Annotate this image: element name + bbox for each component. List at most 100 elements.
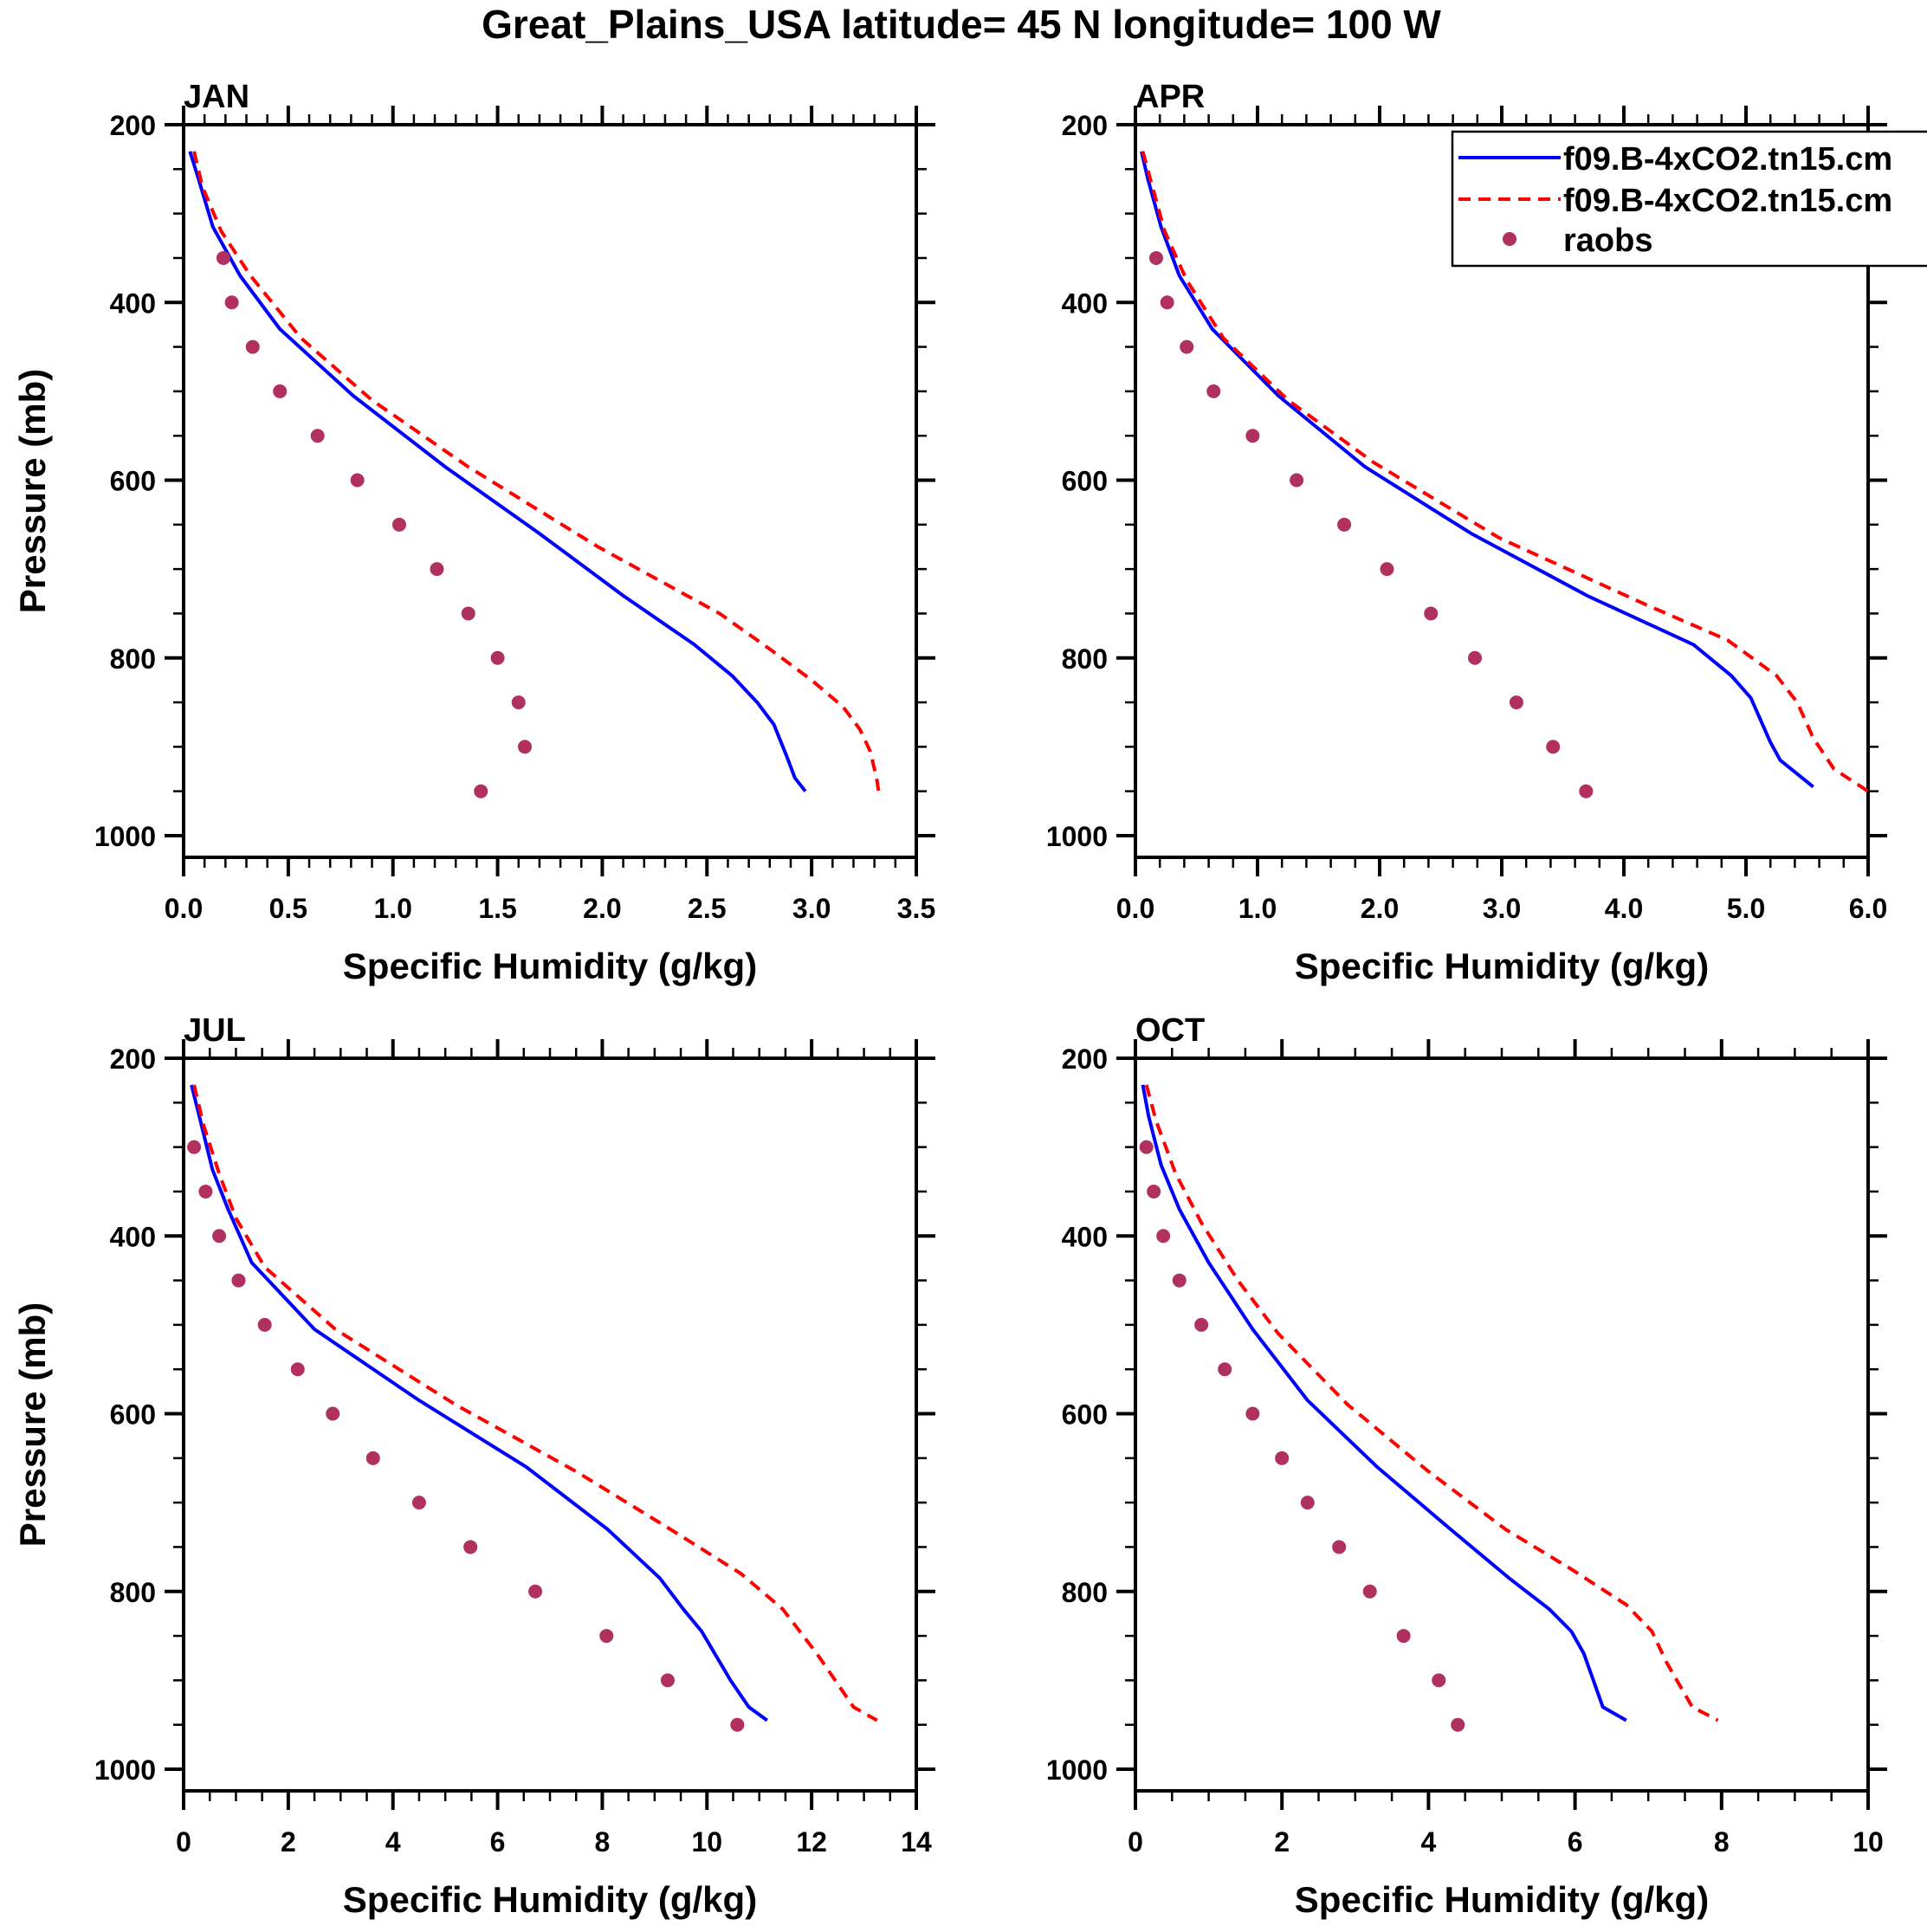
x-tick-label: 2 [1274, 1826, 1290, 1858]
raobs-point [660, 1673, 675, 1688]
series-line-solid [190, 1084, 768, 1722]
y-tick-label: 1000 [94, 821, 156, 852]
y-tick-label: 600 [110, 466, 156, 497]
panel-apr: APR 0.0 1.0 2.0 3.0 4.0 5.0 6.0 200 400 600 800 1000… [1046, 79, 1887, 986]
raobs-point [1156, 1229, 1171, 1244]
raobs-point [517, 740, 532, 754]
raobs-point [1332, 1540, 1347, 1554]
y-tick-label: 600 [110, 1399, 156, 1431]
x-tick-label: 6 [490, 1826, 506, 1858]
x-tick-label: 10 [1853, 1826, 1884, 1858]
y-tick-label: 600 [1062, 1399, 1108, 1431]
x-tick-label: 1.0 [1238, 893, 1277, 924]
raobs-point [1451, 1717, 1465, 1732]
raobs-point [187, 1140, 202, 1154]
legend-label-dashed: f09.B-4xCO2.tn15.cm [1563, 183, 1892, 219]
series-line-solid [1141, 1084, 1627, 1722]
x-tick-label: 10 [691, 1826, 722, 1858]
raobs-point [1380, 562, 1394, 577]
x-tick-label: 2.5 [688, 893, 726, 924]
raobs-point [198, 1184, 213, 1199]
x-tick-label: 6.0 [1849, 893, 1887, 924]
y-tick-label: 1000 [1046, 1754, 1108, 1786]
y-tick-label: 200 [110, 1044, 156, 1075]
x-tick-label: 8 [1714, 1826, 1730, 1858]
raobs-point [350, 473, 365, 488]
x-tick-label: 4 [1421, 1826, 1437, 1858]
raobs-point [326, 1406, 340, 1421]
raobs-point [245, 339, 260, 354]
raobs-point [231, 1273, 246, 1288]
raobs-point [474, 784, 488, 798]
series-line-dashed [1141, 151, 1868, 793]
raobs-point [365, 1451, 380, 1465]
x-tick-label: 6 [1568, 1826, 1583, 1858]
series-line-dashed [1144, 1084, 1719, 1722]
raobs-point [1206, 384, 1221, 398]
y-tick-label: 600 [1062, 466, 1108, 497]
raobs-point [1337, 517, 1352, 532]
x-tick-label: 2.0 [583, 893, 621, 924]
raobs-point [1300, 1496, 1315, 1510]
raobs-point [1424, 606, 1439, 621]
x-axis-label: Specific Humidity (g/kg) [1295, 1879, 1709, 1920]
x-tick-label: 0.0 [165, 893, 203, 924]
raobs-point [1139, 1140, 1154, 1154]
y-axis-label: Pressure (mb) [12, 1302, 53, 1547]
plot-area [1139, 1084, 1719, 1732]
y-tick-label: 200 [110, 110, 156, 141]
figure-title: Great_Plains_USA latitude= 45 N longitud… [482, 2, 1441, 47]
panel-oct: OCT 0 2 4 6 8 10 200 400 600 800 1000 Specific Humid… [1046, 1012, 1887, 1920]
raobs-point [273, 384, 288, 398]
y-tick-label: 400 [1062, 1221, 1108, 1252]
series-line-dashed [192, 151, 881, 792]
raobs-point [1160, 295, 1174, 310]
raobs-point [216, 250, 230, 265]
raobs-point [1432, 1673, 1446, 1688]
raobs-point [1290, 473, 1304, 488]
legend-swatch-marker [1503, 232, 1516, 246]
x-tick-label: 3.0 [792, 893, 831, 924]
x-axis-label: Specific Humidity (g/kg) [343, 1879, 757, 1920]
raobs-point [1546, 740, 1561, 754]
raobs-point [461, 606, 475, 621]
panel-title: OCT [1135, 1012, 1205, 1049]
raobs-point [528, 1584, 543, 1599]
y-tick-label: 800 [1062, 1577, 1108, 1608]
x-tick-label: 4 [385, 1826, 401, 1858]
panel-jan: JAN 0.0 0.5 1.0 1.5 2.0 2.5 3.0 3.5 200 400 600 800 1… [12, 79, 935, 986]
x-tick-label: 14 [901, 1826, 932, 1858]
x-tick-label: 1.5 [478, 893, 516, 924]
y-tick-label: 400 [1062, 288, 1108, 319]
raobs-point [599, 1629, 614, 1644]
raobs-point [1194, 1317, 1209, 1332]
raobs-point [490, 650, 505, 665]
raobs-point [290, 1362, 305, 1377]
raobs-point [430, 562, 444, 577]
raobs-point [730, 1717, 745, 1732]
x-tick-label: 0.0 [1116, 893, 1154, 924]
raobs-point [1396, 1629, 1411, 1644]
y-tick-label: 800 [110, 643, 156, 675]
raobs-point [1147, 1184, 1161, 1199]
y-tick-label: 800 [110, 1577, 156, 1608]
legend: f09.B-4xCO2.tn15.cm f09.B-4xCO2.tn15.cm … [1451, 130, 1927, 268]
x-tick-label: 4.0 [1605, 893, 1643, 924]
series-line-dashed [192, 1084, 878, 1722]
panel-title: JAN [184, 79, 249, 115]
raobs-point [411, 1496, 426, 1510]
raobs-point [1509, 695, 1523, 710]
raobs-point [310, 429, 325, 443]
raobs-point [1579, 784, 1594, 798]
x-axis-label: Specific Humidity (g/kg) [343, 946, 757, 986]
x-tick-label: 0 [176, 1826, 191, 1858]
plot-frame [182, 1056, 918, 1793]
x-tick-label: 8 [595, 1826, 611, 1858]
x-tick-label: 12 [796, 1826, 827, 1858]
series-line-solid [188, 151, 807, 792]
y-tick-label: 400 [110, 1221, 156, 1252]
raobs-point [1148, 250, 1163, 265]
y-tick-label: 1000 [94, 1754, 156, 1786]
raobs-point [1362, 1584, 1377, 1599]
